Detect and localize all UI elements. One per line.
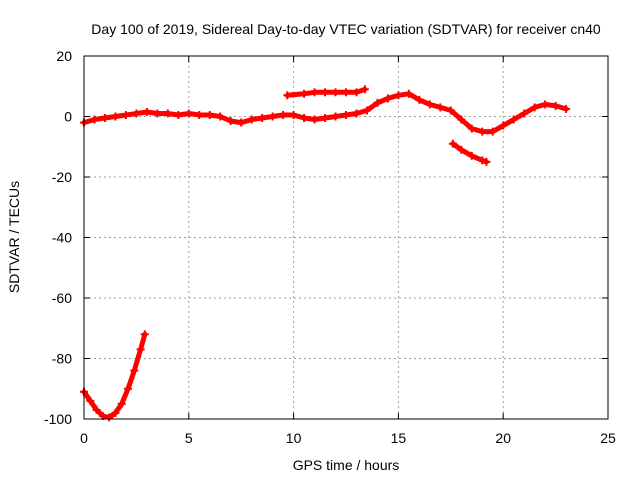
y-tick-label: -40 [52,230,72,246]
x-axis-label: GPS time / hours [293,457,400,473]
data-point [457,115,466,124]
data-point [136,345,145,354]
data-point [310,88,319,97]
data-point [362,106,371,115]
data-point [226,117,235,126]
y-tick-label: -80 [52,351,72,367]
data-point [163,109,172,118]
data-point [383,94,392,103]
data-point [352,109,361,118]
data-point [111,112,120,121]
data-point [415,95,424,104]
y-axis-label: SDTVAR / TECUs [6,181,22,293]
data-point [509,115,518,124]
data-point [205,110,214,119]
data-point [448,139,457,148]
data-point [86,396,95,405]
x-tick-label: 15 [391,430,407,446]
chart-title: Day 100 of 2019, Sidereal Day-to-day VTE… [91,21,601,37]
data-point [237,118,246,127]
data-point [425,100,434,109]
x-tick-label: 0 [80,430,88,446]
data-point [478,156,487,165]
data-point [530,103,539,112]
data-point [92,405,101,414]
data-point [467,151,476,160]
data-point [268,112,277,121]
data-point [283,91,292,100]
data-point [551,101,560,110]
data-point [90,115,99,124]
data-point [289,110,298,119]
x-tick-label: 25 [600,430,616,446]
data-point [216,112,225,121]
data-point [352,88,361,97]
data-point [258,114,267,123]
data-point [140,330,149,339]
y-tick-label: -20 [52,169,72,185]
data-point [457,145,466,154]
data-point [373,98,382,107]
data-point [153,109,162,118]
data-point [247,115,256,124]
data-point [174,110,183,119]
data-point [499,121,508,130]
x-tick-label: 20 [495,430,511,446]
data-point [394,91,403,100]
data-point [121,110,130,119]
data-point [541,100,550,109]
data-point [184,109,193,118]
data-point [436,103,445,112]
data-point [331,88,340,97]
data-point [105,413,114,422]
data-point [482,157,491,166]
data-point [488,127,497,136]
y-tick-label: 0 [64,109,72,125]
data-point [132,109,141,118]
data-point [342,88,350,97]
data-point [342,110,350,119]
data-point [310,115,319,124]
data-point [124,384,133,393]
data-point [404,89,413,98]
y-tick-label: 20 [56,48,72,64]
data-point [279,110,288,119]
data-point [562,104,571,113]
y-tick-label: -100 [44,411,72,427]
data-point [467,124,476,133]
data-point [142,107,151,116]
axis-ticks: 0 5 10 15 20 25 -100 -80 -60 -40 -20 0 20 [44,48,616,446]
x-tick-label: 5 [185,430,193,446]
data-point [195,110,204,119]
data-point [321,114,330,123]
data-point [478,127,487,136]
data-point [520,109,529,118]
data-point [100,114,109,123]
x-tick-label: 10 [286,430,302,446]
data-series [80,85,571,422]
data-point [111,408,120,417]
y-tick-label: -60 [52,290,72,306]
data-point [117,399,126,408]
data-point [300,89,309,98]
data-point [331,112,340,121]
data-point [360,85,369,94]
data-point [321,88,330,97]
data-point [446,106,455,115]
data-point [130,366,139,375]
data-point [300,114,309,123]
